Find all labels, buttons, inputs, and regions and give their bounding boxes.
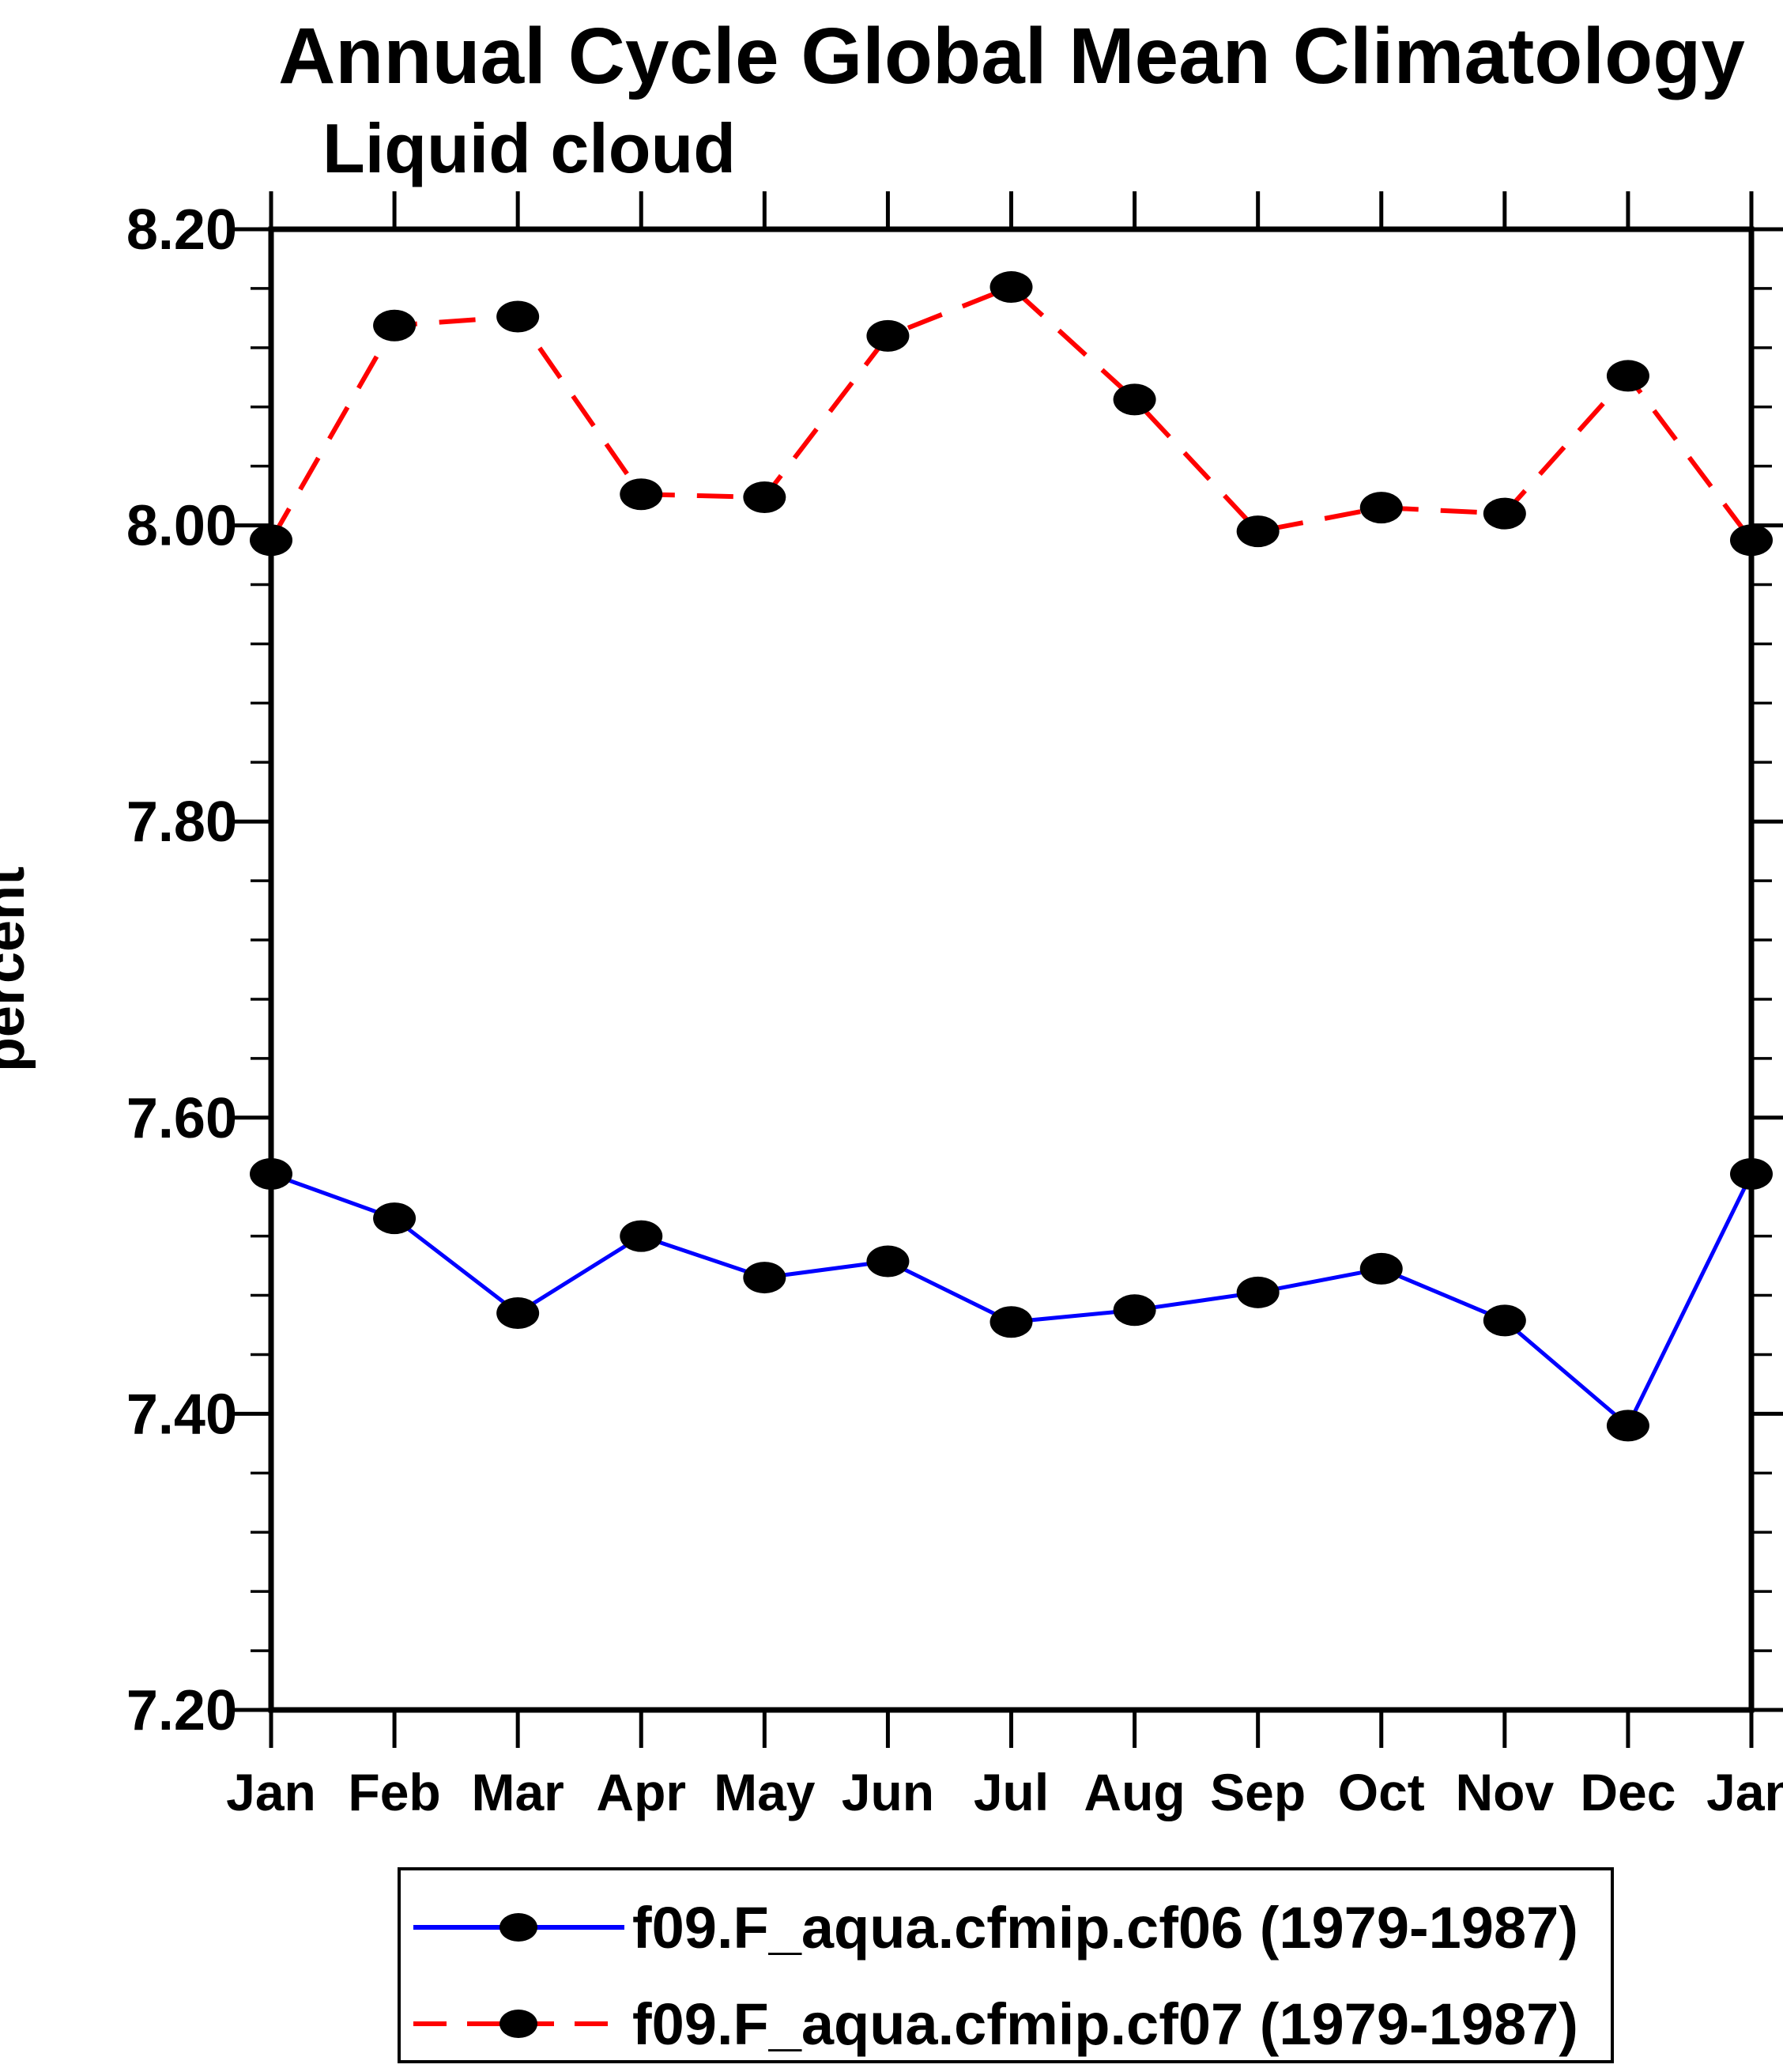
series-line-cf07 (269, 284, 1754, 542)
data-point-marker (866, 319, 910, 352)
data-point-marker (373, 1202, 417, 1235)
y-tick-label: 8.20 (126, 198, 237, 262)
x-tick-label: Jan (226, 1763, 316, 1821)
data-point-marker (620, 478, 663, 511)
x-tick-label: Nov (1455, 1763, 1554, 1821)
x-tick-label: Jun (842, 1763, 934, 1821)
x-tick-label: May (714, 1763, 816, 1821)
chart-title: Annual Cycle Global Mean Climatology (278, 12, 1745, 100)
data-point-marker (1606, 360, 1649, 392)
legend-marker (499, 1913, 537, 1942)
data-point-marker (1236, 515, 1280, 548)
data-point-marker (496, 1297, 540, 1330)
axis-labels-layer: 8.20 8.00 7.80 7.60 7.40 7.20 Jan Feb Mar Apr May J… (126, 198, 1783, 1821)
x-tick-label: Dec (1580, 1763, 1676, 1821)
y-tick-label: 8.00 (126, 495, 237, 558)
series-line-cf06 (270, 1172, 1754, 1429)
x-tick-label: Jan (1706, 1763, 1783, 1821)
x-tick-label: Jul (974, 1763, 1049, 1821)
x-tick-label: Aug (1084, 1763, 1185, 1821)
data-point-marker (496, 300, 540, 333)
x-tick-label: Sep (1210, 1763, 1306, 1821)
data-point-marker (990, 271, 1033, 304)
legend-label: f09.F_aqua.cfmip.cf06 (1979-1987) (632, 1895, 1578, 1961)
plot-frame (268, 226, 1755, 1713)
legend-layer: f09.F_aqua.cfmip.cf06 (1979-1987) f09.F_a… (398, 1867, 1614, 2063)
data-point-marker (1483, 1304, 1526, 1337)
data-point-marker (1730, 1157, 1773, 1190)
data-point-marker (620, 1220, 663, 1252)
plot-frame-layer (268, 226, 1755, 1713)
x-tick-label: Apr (596, 1763, 686, 1821)
data-point-marker (1113, 1294, 1156, 1327)
data-point-marker (1236, 1276, 1280, 1308)
data-point-marker (866, 1245, 910, 1278)
data-point-marker (250, 1157, 292, 1190)
y-tick-label: 7.20 (126, 1679, 237, 1742)
axis-ticks-layer (233, 191, 1783, 1748)
x-tick-label: Mar (471, 1763, 564, 1821)
data-point-marker (743, 481, 786, 514)
chart-subtitle: Liquid cloud (322, 109, 736, 187)
legend-label: f09.F_aqua.cfmip.cf07 (1979-1987) (632, 1991, 1578, 2057)
y-tick-label: 7.60 (126, 1087, 237, 1150)
data-point-marker (1483, 497, 1526, 530)
y-axis-title: percent (0, 866, 36, 1072)
y-tick-label: 7.80 (126, 791, 237, 854)
legend-box (398, 1867, 1614, 2063)
y-tick-label: 7.40 (126, 1383, 237, 1446)
x-tick-label: Feb (348, 1763, 440, 1821)
data-point-marker (1359, 1252, 1403, 1285)
data-point-marker (1730, 524, 1773, 557)
data-point-marker (250, 524, 292, 557)
data-point-marker (1113, 383, 1156, 416)
legend-marker (499, 2010, 537, 2038)
data-series-layer (250, 271, 1773, 1442)
data-point-marker (1606, 1410, 1649, 1442)
data-point-marker (1359, 492, 1403, 524)
data-point-marker (373, 309, 417, 342)
data-point-marker (743, 1262, 786, 1294)
x-tick-label: Oct (1338, 1763, 1425, 1821)
data-point-marker (990, 1306, 1033, 1338)
